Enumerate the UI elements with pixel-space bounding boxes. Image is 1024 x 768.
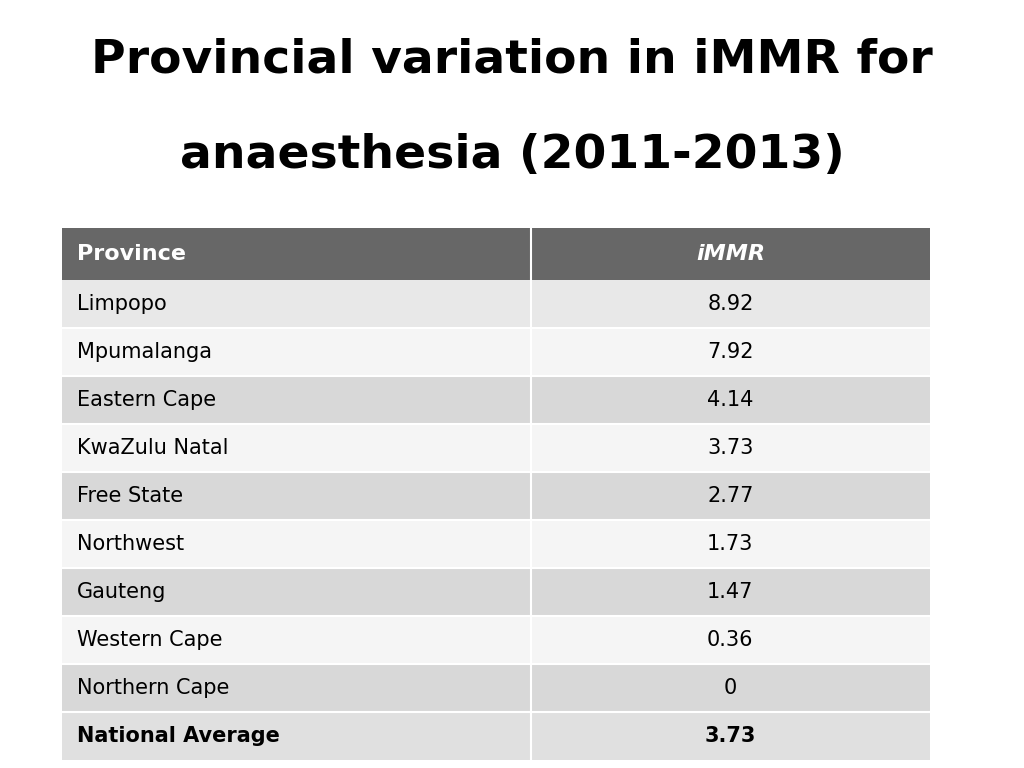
Text: Limpopo: Limpopo xyxy=(77,294,167,314)
Text: Northern Cape: Northern Cape xyxy=(77,678,229,698)
Text: Western Cape: Western Cape xyxy=(77,630,222,650)
Text: Provincial variation in iMMR for: Provincial variation in iMMR for xyxy=(91,38,933,82)
Text: 3.73: 3.73 xyxy=(705,726,756,746)
Text: 0.36: 0.36 xyxy=(708,630,754,650)
Text: 8.92: 8.92 xyxy=(708,294,754,314)
Text: Eastern Cape: Eastern Cape xyxy=(77,390,216,410)
Text: 1.73: 1.73 xyxy=(708,534,754,554)
Text: iMMR: iMMR xyxy=(696,244,765,264)
Bar xyxy=(62,616,930,664)
Text: 0: 0 xyxy=(724,678,737,698)
Text: 3.73: 3.73 xyxy=(708,438,754,458)
Text: Free State: Free State xyxy=(77,486,183,506)
Bar xyxy=(62,664,930,712)
Bar xyxy=(62,568,930,616)
Text: Northwest: Northwest xyxy=(77,534,184,554)
Text: Gauteng: Gauteng xyxy=(77,582,166,602)
Bar xyxy=(62,280,930,328)
Bar xyxy=(62,228,930,280)
Text: 4.14: 4.14 xyxy=(708,390,754,410)
Bar xyxy=(62,520,930,568)
Text: 7.92: 7.92 xyxy=(708,342,754,362)
Bar xyxy=(62,328,930,376)
Text: KwaZulu Natal: KwaZulu Natal xyxy=(77,438,228,458)
Bar xyxy=(62,376,930,424)
Text: 2.77: 2.77 xyxy=(708,486,754,506)
Text: Mpumalanga: Mpumalanga xyxy=(77,342,212,362)
Bar xyxy=(62,424,930,472)
Text: 1.47: 1.47 xyxy=(708,582,754,602)
Bar xyxy=(62,712,930,760)
Text: Province: Province xyxy=(77,244,186,264)
Text: National Average: National Average xyxy=(77,726,280,746)
Text: anaesthesia (2011-2013): anaesthesia (2011-2013) xyxy=(179,133,845,177)
Bar xyxy=(62,472,930,520)
